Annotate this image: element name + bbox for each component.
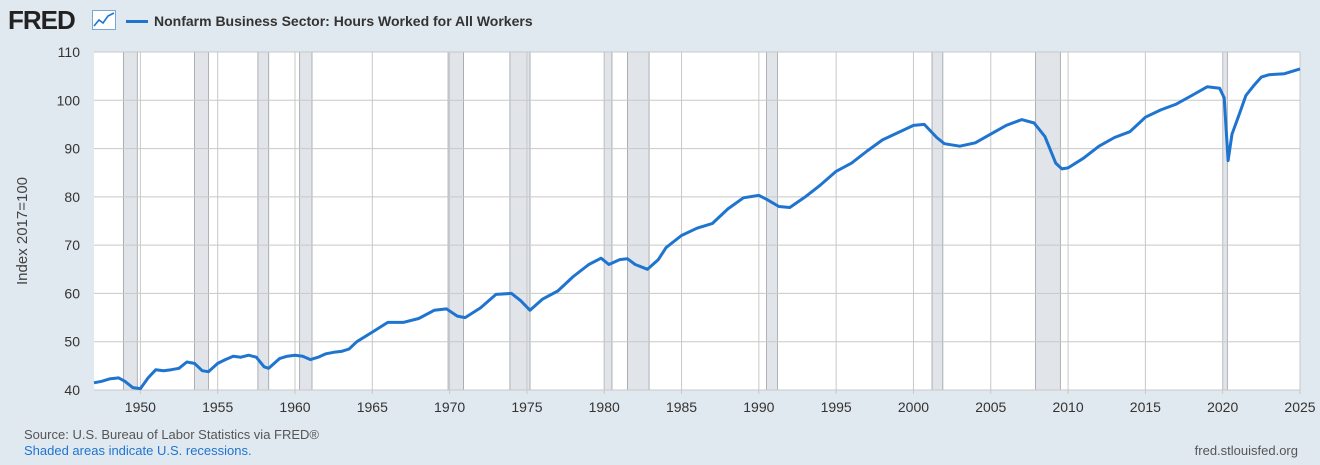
x-tick-label: 1980 [589,399,620,415]
x-axis-ticks: 1950 1955 1960 1965 1970 1975 1980 1985 1990 1995… [125,399,1316,415]
x-tick-label: 2020 [1207,399,1238,415]
source-note: Source: U.S. Bureau of Labor Statistics … [24,427,319,443]
source-prefix: Source: [24,427,69,442]
y-tick-label: 50 [64,334,80,350]
recession-band [627,51,650,391]
x-tick-label: 2015 [1130,399,1161,415]
x-tick-label: 2000 [898,399,929,415]
recession-band [122,51,138,391]
x-tick-label: 1955 [202,399,233,415]
y-axis-ticks: 40 50 60 70 80 90 100 110 [57,44,81,398]
x-tick-label: 1975 [511,399,542,415]
recession-band [766,51,778,391]
gridlines [94,51,1301,394]
fred-logo[interactable]: FRED [8,5,76,35]
y-tick-label: 40 [64,382,80,398]
x-tick-label: 1960 [279,399,310,415]
x-tick-label: 1990 [743,399,774,415]
x-tick-label: 2005 [975,399,1006,415]
legend-label[interactable]: Nonfarm Business Sector: Hours Worked fo… [154,13,533,29]
x-tick-label: 2025 [1284,399,1315,415]
plot-area [94,52,1300,390]
recession-band [931,51,944,391]
recession-band [257,51,270,391]
x-tick-label: 1950 [125,399,156,415]
x-tick-label: 1965 [357,399,388,415]
x-tick-label: 1985 [666,399,697,415]
legend-swatch [126,20,148,23]
series-line[interactable] [93,67,1301,391]
y-tick-label: 110 [58,44,81,60]
y-tick-label: 60 [64,285,80,301]
y-tick-label: 70 [64,237,80,253]
y-tick-label: 90 [64,141,80,157]
site-link[interactable]: fred.stlouisfed.org [1194,443,1298,458]
recession-band [299,51,313,391]
x-tick-label: 1970 [434,399,465,415]
recession-band [447,51,464,391]
source-text: U.S. Bureau of Labor Statistics via FRED… [72,427,319,442]
x-tick-label: 1995 [821,399,852,415]
y-axis-label: Index 2017=100 [14,176,31,285]
y-tick-label: 100 [57,92,81,108]
chart-header: FRED Nonfarm Business Sector: Hours Work… [0,0,1320,40]
recession-shading [122,51,1228,391]
y-tick-label: 80 [64,189,80,205]
recession-band [603,51,613,391]
recession-band [1035,51,1061,391]
recession-band [194,51,209,391]
line-chart-icon [92,10,116,30]
x-tick-label: 2010 [1052,399,1083,415]
recession-note[interactable]: Shaded areas indicate U.S. recessions. [24,443,252,458]
